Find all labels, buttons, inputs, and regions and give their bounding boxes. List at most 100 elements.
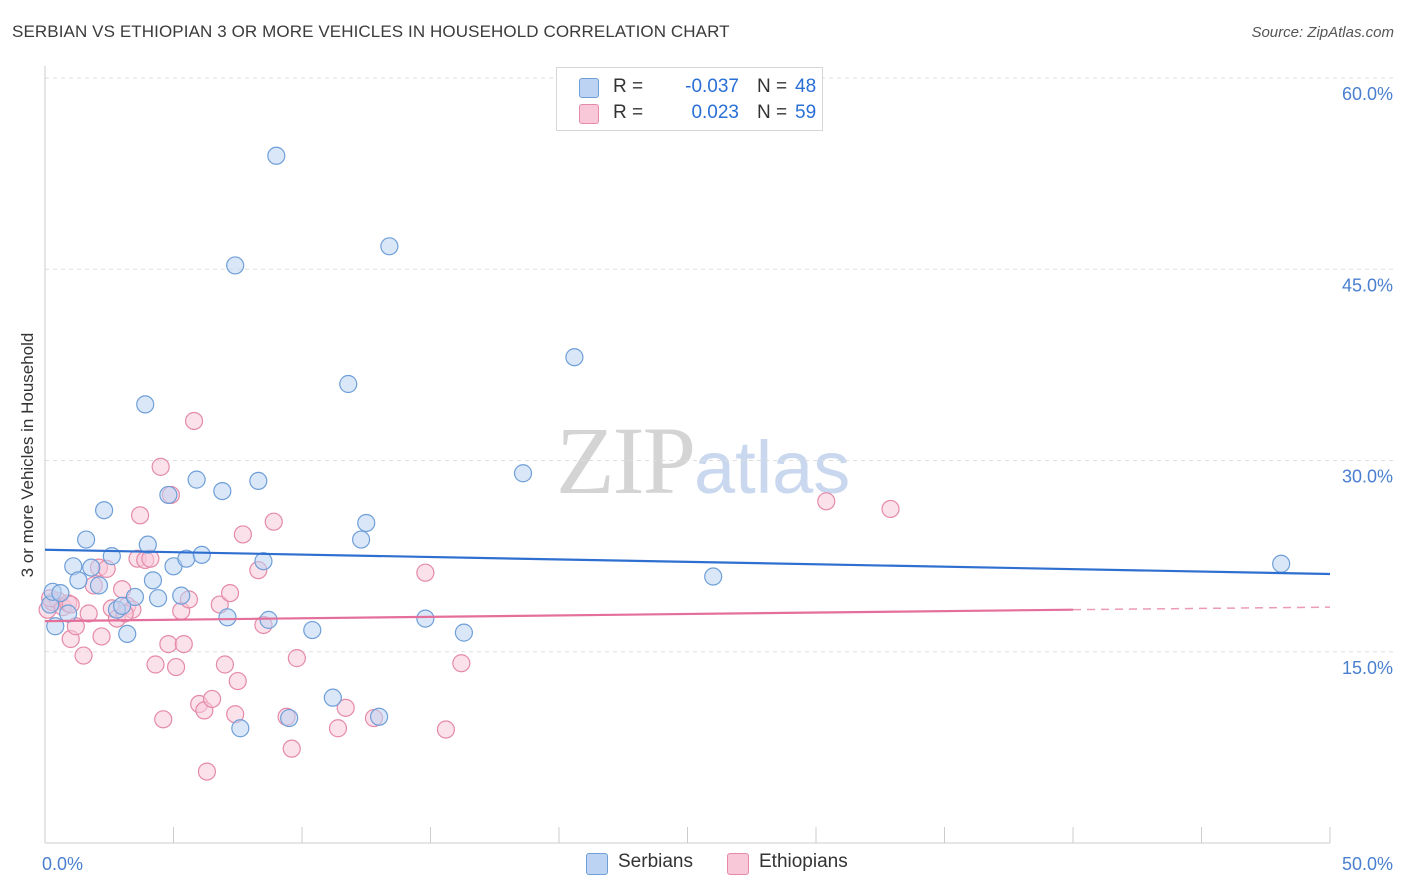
serbian-point-18 <box>143 571 163 590</box>
grid-layer <box>45 77 1395 653</box>
ethiopian-point-47 <box>287 649 306 668</box>
ethiopians-r-value: 0.023 <box>691 102 739 123</box>
serbian-point-15 <box>125 587 145 607</box>
ethiopians-legend-label: Ethiopians <box>759 851 848 872</box>
ethiopian-point-46 <box>282 739 301 758</box>
ethiopian-point-29 <box>174 634 193 654</box>
ethiopian-point-27 <box>166 657 186 677</box>
x-tick-label-1: 50.0% <box>1342 854 1393 874</box>
serbian-point-30 <box>249 471 268 490</box>
serbian-point-43 <box>454 623 474 642</box>
y-tick-label-0: 15.0% <box>1342 658 1393 678</box>
serbian-point-19 <box>148 589 168 608</box>
serbians-r-value: -0.037 <box>685 76 739 97</box>
y-tick-label-1: 30.0% <box>1342 467 1393 487</box>
ethiopian-point-34 <box>197 762 217 781</box>
serbian-point-37 <box>339 374 358 394</box>
serbians-legend-label: Serbians <box>618 851 693 872</box>
watermark: ZIPatlas <box>556 405 850 516</box>
serbian-point-34 <box>280 708 299 728</box>
serbians-trend-line <box>44 548 1331 576</box>
serbian-points <box>41 146 1291 738</box>
ethiopian-point-31 <box>184 411 204 431</box>
ethiopian-point-44 <box>264 512 283 531</box>
serbian-point-7 <box>77 530 96 549</box>
serbian-point-32 <box>259 610 278 629</box>
trend-layer <box>44 548 1331 623</box>
serbian-point-16 <box>136 395 155 414</box>
y-axis-label: 3 or more Vehicles in Household <box>18 332 37 578</box>
serbian-point-17 <box>138 535 157 554</box>
tick-label-layer: 15.0% 30.0% 45.0% 60.0% 0.0% 50.0% <box>42 84 1393 874</box>
serbian-point-3 <box>51 583 70 603</box>
serbian-point-24 <box>187 470 206 489</box>
ethiopian-point-22 <box>146 655 165 674</box>
ethiopian-point-40 <box>228 671 247 691</box>
ethiopians-n-label: N = <box>757 102 788 123</box>
chart-title: SERBIAN VS ETHIOPIAN 3 OR MORE VEHICLES … <box>12 22 730 41</box>
ethiopian-point-7 <box>74 646 93 665</box>
serbian-point-6 <box>69 571 88 590</box>
serbians-r-label: R = <box>613 76 644 97</box>
ethiopian-point-24 <box>154 710 173 729</box>
serbians-n-value: 48 <box>795 76 817 97</box>
serbian-point-27 <box>218 608 237 627</box>
y-tick-label-3: 60.0% <box>1342 84 1393 104</box>
ethiopian-point-35 <box>202 689 222 709</box>
ethiopian-point-37 <box>215 655 234 674</box>
serbian-point-42 <box>416 609 435 628</box>
x-tick-label-0: 0.0% <box>42 854 83 874</box>
serbian-point-44 <box>513 464 533 483</box>
ethiopian-point-8 <box>79 604 98 623</box>
axis-layer <box>44 66 1331 844</box>
ethiopian-point-53 <box>452 654 471 673</box>
serbians-legend-swatch <box>586 853 608 875</box>
serbian-point-45 <box>565 348 584 367</box>
serbian-point-29 <box>231 719 250 738</box>
serbian-point-4 <box>59 604 78 623</box>
serbian-point-41 <box>380 237 399 256</box>
serbian-point-31 <box>254 552 273 571</box>
ethiopian-point-25 <box>159 634 178 654</box>
ethiopians-swatch <box>579 104 599 124</box>
ethiopian-point-11 <box>92 627 111 646</box>
serbian-point-26 <box>213 482 232 501</box>
ethiopian-point-41 <box>233 525 252 544</box>
serbian-point-10 <box>95 501 114 520</box>
serbian-point-8 <box>82 558 101 577</box>
ethiopians-trend-line <box>44 608 1074 623</box>
ethiopians-legend-swatch <box>727 853 749 875</box>
chart-source: Source: ZipAtlas.com <box>1251 24 1394 41</box>
serbian-point-20 <box>159 485 178 505</box>
serbian-point-25 <box>192 545 211 564</box>
serbian-point-9 <box>89 576 109 595</box>
serbian-point-38 <box>352 530 371 549</box>
serbian-point-33 <box>267 146 286 165</box>
serbian-point-36 <box>323 688 342 707</box>
ethiopian-point-19 <box>130 506 150 525</box>
ethiopian-points <box>38 411 900 781</box>
ethiopian-point-55 <box>881 499 900 519</box>
ethiopian-point-51 <box>416 563 435 582</box>
ethiopians-r-label: R = <box>613 102 644 123</box>
serbian-point-22 <box>172 586 191 605</box>
serbian-point-35 <box>303 620 322 640</box>
serbians-swatch <box>579 78 599 98</box>
ethiopian-point-48 <box>328 719 348 738</box>
serbian-point-14 <box>118 624 137 644</box>
series-legend: Serbians Ethiopians <box>0 851 1406 877</box>
serbians-n-label: N = <box>757 76 788 97</box>
serbian-point-28 <box>226 256 245 275</box>
stats-legend: R = -0.037 N = 48 R = 0.023 N = 59 <box>556 67 823 131</box>
serbian-point-46 <box>704 567 723 586</box>
ethiopian-point-54 <box>817 492 836 511</box>
ethiopian-point-52 <box>436 720 456 739</box>
y-tick-label-2: 45.0% <box>1342 275 1393 295</box>
serbian-point-47 <box>1272 554 1291 573</box>
ethiopians-n-value: 59 <box>795 102 817 123</box>
ethiopians-trend-extension <box>1072 606 1331 611</box>
serbian-point-40 <box>370 707 389 726</box>
ethiopian-point-23 <box>151 457 170 476</box>
serbian-point-13 <box>112 596 132 615</box>
